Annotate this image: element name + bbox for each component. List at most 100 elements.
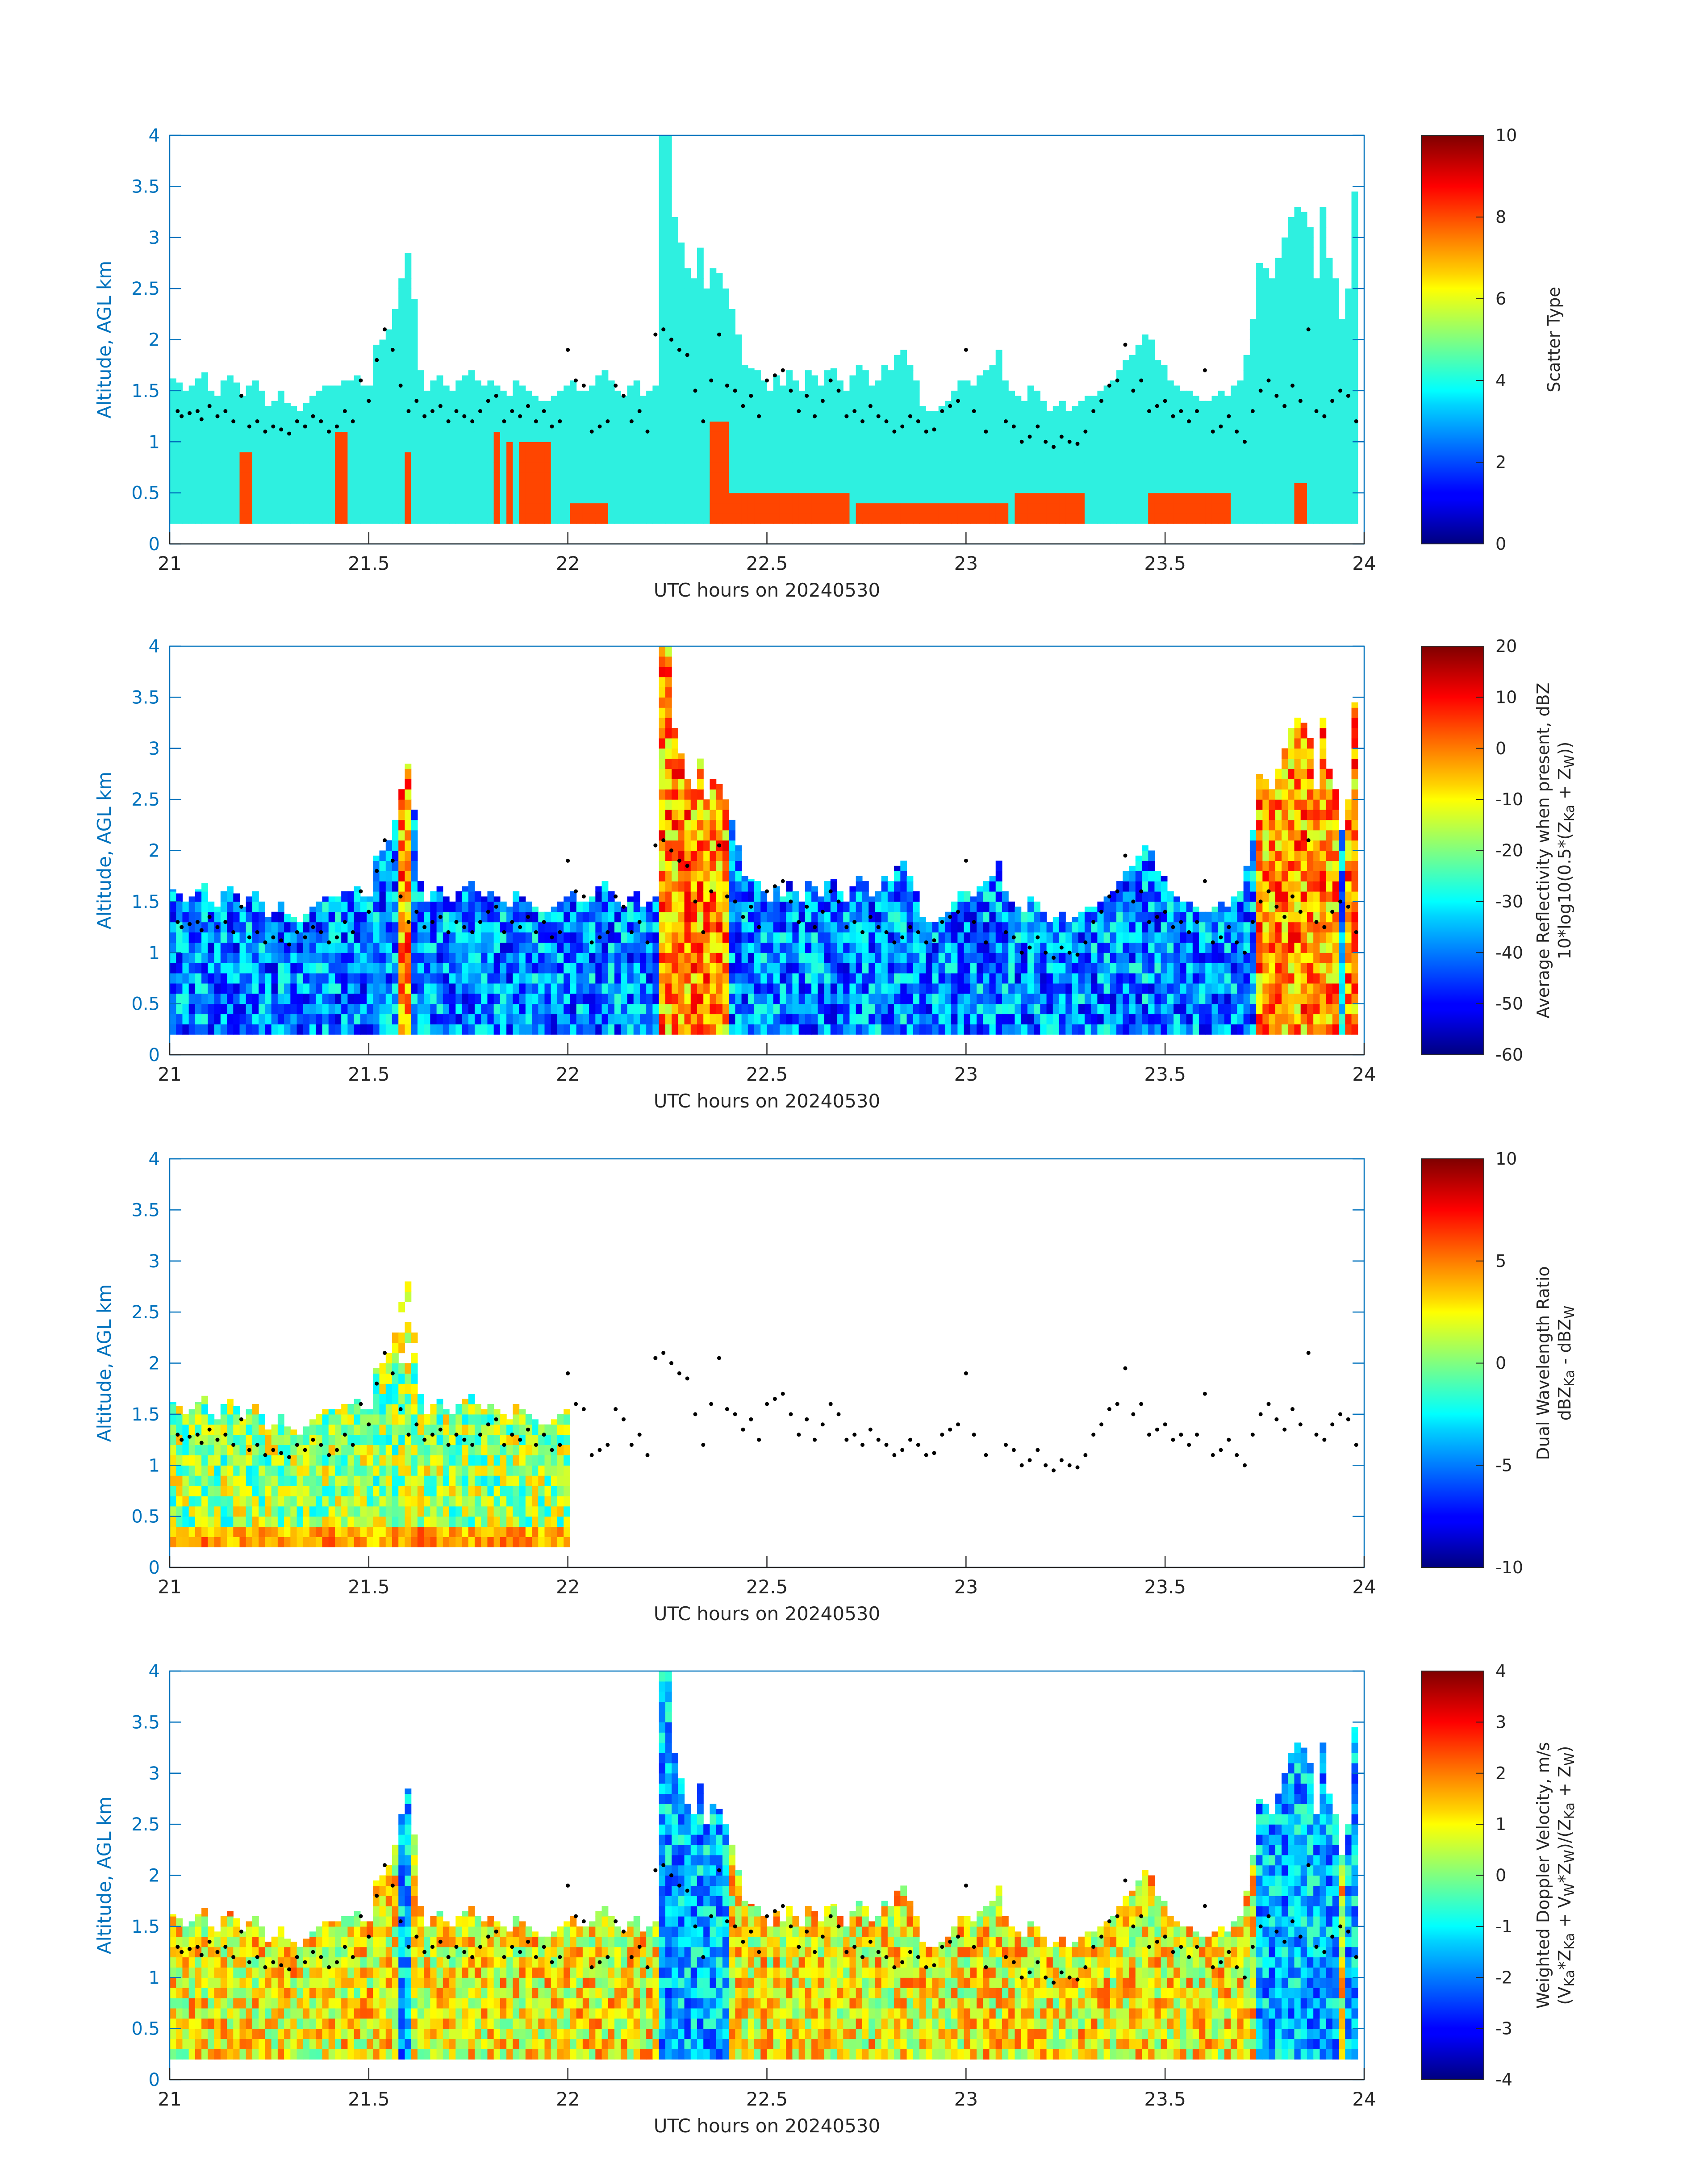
heatmap-cell: [347, 390, 355, 401]
heatmap-cell: [716, 963, 723, 974]
heatmap-cell: [328, 1024, 335, 1035]
heatmap-cell: [716, 993, 723, 1004]
cloud-base-point: [1203, 368, 1207, 372]
heatmap-cell: [754, 431, 761, 442]
heatmap-cell: [646, 1014, 653, 1024]
heatmap-cell: [322, 503, 329, 514]
heatmap-cell: [735, 901, 742, 912]
cloud-base-point: [916, 419, 920, 423]
heatmap-cell: [1148, 390, 1155, 401]
heatmap-cell: [195, 983, 202, 994]
heatmap-cell: [856, 932, 863, 943]
heatmap-cell: [532, 503, 539, 514]
heatmap-cell: [1269, 319, 1276, 330]
heatmap-cell: [367, 973, 373, 984]
heatmap-cell: [1345, 411, 1352, 422]
heatmap-cell: [1313, 513, 1320, 524]
heatmap-cell: [430, 390, 437, 401]
heatmap-cell: [690, 830, 697, 841]
heatmap-cell: [1351, 258, 1358, 268]
heatmap-cell: [277, 513, 284, 524]
heatmap-cell: [246, 922, 253, 933]
heatmap-cell: [1275, 258, 1282, 268]
heatmap-cell: [697, 319, 704, 330]
heatmap-cell: [690, 493, 697, 504]
heatmap-cell: [474, 503, 481, 514]
heatmap-cell: [1300, 329, 1307, 340]
heatmap-cell: [1116, 452, 1123, 463]
heatmap-cell: [1326, 482, 1333, 493]
heatmap-cell: [601, 380, 609, 391]
heatmap-cell: [697, 1014, 704, 1024]
heatmap-cell: [970, 385, 977, 391]
heatmap-cell: [1351, 442, 1358, 452]
heatmap-cell: [639, 973, 647, 984]
heatmap-cell: [405, 840, 412, 851]
heatmap-cell: [760, 983, 768, 994]
heatmap-cell: [449, 482, 456, 493]
heatmap-cell: [741, 390, 748, 401]
heatmap-cell: [582, 973, 589, 984]
heatmap-cell: [354, 442, 361, 452]
cloud-base-point: [884, 419, 889, 423]
heatmap-cell: [703, 911, 710, 923]
heatmap-cell: [957, 462, 965, 473]
heatmap-cell: [544, 1024, 551, 1035]
cloud-base-point: [1044, 439, 1048, 444]
heatmap-cell: [627, 911, 634, 923]
heatmap-cell: [633, 493, 640, 504]
heatmap-cell: [551, 503, 558, 514]
heatmap-cell: [1141, 334, 1148, 340]
heatmap-cell: [652, 513, 660, 524]
heatmap-cell: [1002, 442, 1009, 452]
heatmap-cell: [385, 462, 393, 473]
heatmap-cell: [818, 1014, 825, 1024]
heatmap-cell: [1154, 513, 1161, 524]
heatmap-cell: [906, 493, 914, 504]
heatmap-cell: [672, 380, 678, 391]
heatmap-cell: [678, 963, 685, 974]
heatmap-cell: [900, 472, 907, 483]
heatmap-cell: [1249, 493, 1257, 504]
heatmap-cell: [913, 503, 920, 514]
heatmap-cell: [703, 513, 710, 524]
heatmap-cell: [354, 932, 361, 943]
heatmap-cell: [1072, 482, 1079, 493]
heatmap-cell: [290, 513, 297, 524]
heatmap-cell: [652, 993, 660, 1004]
heatmap-cell: [608, 390, 615, 401]
heatmap-cell: [862, 411, 869, 422]
cloud-base-point: [868, 404, 873, 408]
heatmap-cell: [1141, 411, 1148, 422]
heatmap-cell: [513, 503, 520, 514]
heatmap-cell: [239, 911, 246, 923]
heatmap-cell: [392, 421, 399, 432]
heatmap-cell: [449, 953, 456, 963]
heatmap-cell: [246, 942, 253, 953]
heatmap-cell: [246, 482, 253, 493]
heatmap-cell: [614, 390, 621, 401]
heatmap-cell: [722, 350, 729, 360]
heatmap-cell: [837, 1024, 844, 1035]
heatmap-cell: [405, 390, 412, 401]
heatmap-cell: [398, 911, 405, 923]
heatmap-cell: [1135, 482, 1142, 493]
cloud-base-point: [1083, 429, 1088, 434]
heatmap-cell: [710, 288, 717, 299]
heatmap-cell: [506, 1024, 513, 1035]
cloud-base-points: [175, 327, 1358, 449]
heatmap-cell: [1288, 421, 1295, 432]
heatmap-cell: [341, 472, 348, 483]
cloud-base-point: [1314, 409, 1319, 414]
heatmap-cell: [367, 896, 373, 902]
heatmap-cell: [227, 983, 234, 994]
heatmap-cell: [830, 983, 837, 994]
heatmap-cell: [405, 901, 412, 912]
heatmap-cell: [862, 472, 869, 483]
heatmap-cell: [1256, 411, 1263, 422]
heatmap-cell: [322, 983, 329, 994]
heatmap-cell: [424, 431, 430, 442]
heatmap-cell: [1282, 472, 1288, 483]
heatmap-cell: [589, 421, 596, 432]
heatmap-cell: [716, 339, 723, 350]
